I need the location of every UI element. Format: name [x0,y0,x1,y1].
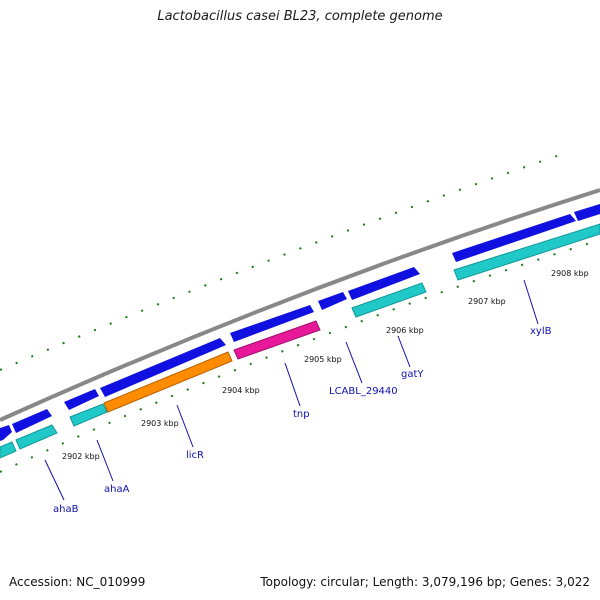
forward-strand-features [0,204,600,441]
gene-feature-rna[interactable] [15,424,58,450]
gene-feature-cds[interactable] [230,305,314,342]
gene-feature-rna[interactable] [351,282,427,318]
kbp-label: 2903 kbp [141,419,179,428]
gene-feature-cds[interactable] [574,204,600,221]
topology-label: Topology: circular; Length: 3,079,196 bp… [260,575,590,589]
label-leader-lines [44,279,539,501]
map-title: Lactobacillus casei BL23, complete genom… [157,9,443,24]
gene-feature-magenta[interactable] [233,320,321,360]
gene-label[interactable]: LCABL_29440 [329,386,398,397]
gene-feature-cds[interactable] [100,338,226,397]
gene-label[interactable]: gatY [401,369,424,380]
kbp-label: 2908 kbp [551,269,589,278]
accession-label: Accession: NC_010999 [9,575,146,589]
gene-feature-cds[interactable] [348,267,420,300]
gene-feature-cds[interactable] [0,425,12,441]
kbp-label: 2905 kbp [304,355,342,364]
gene-feature-rna[interactable] [453,223,600,281]
gene-feature-cds[interactable] [12,409,52,433]
gene-label[interactable]: xylB [530,326,552,337]
reverse-strand-features [0,223,600,459]
gene-label[interactable]: ahaA [104,484,130,495]
gene-feature-cds[interactable] [64,389,99,410]
genome-backbone [0,188,600,422]
gene-label[interactable]: ahaB [53,504,79,515]
gene-feature-cds[interactable] [318,292,347,310]
kbp-label: 2904 kbp [222,386,260,395]
gene-feature-cds[interactable] [452,214,576,262]
kbp-label: 2907 kbp [468,297,506,306]
gene-feature-rna[interactable] [69,403,108,427]
gene-feature-rna[interactable] [0,441,17,459]
kbp-label: 2906 kbp [386,326,424,335]
gene-label[interactable]: licR [186,450,204,461]
inner-tick-ring [0,239,600,473]
kbp-label: 2902 kbp [62,452,100,461]
gene-label[interactable]: tnp [293,409,310,420]
gene-feature-orange[interactable] [103,351,233,413]
